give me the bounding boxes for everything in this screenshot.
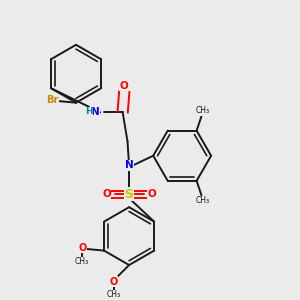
Text: N: N xyxy=(91,107,100,117)
Text: O: O xyxy=(78,243,86,253)
Text: O: O xyxy=(120,81,129,91)
Text: S: S xyxy=(124,188,134,201)
Text: CH₃: CH₃ xyxy=(195,196,209,205)
Text: CH₃: CH₃ xyxy=(106,290,121,299)
Text: O: O xyxy=(147,189,156,199)
Text: O: O xyxy=(110,277,118,287)
Text: CH₃: CH₃ xyxy=(75,257,89,266)
Text: Br: Br xyxy=(46,95,58,105)
Text: N: N xyxy=(125,160,134,170)
Text: H: H xyxy=(85,107,93,116)
Text: CH₃: CH₃ xyxy=(195,106,209,115)
Text: O: O xyxy=(102,189,111,199)
